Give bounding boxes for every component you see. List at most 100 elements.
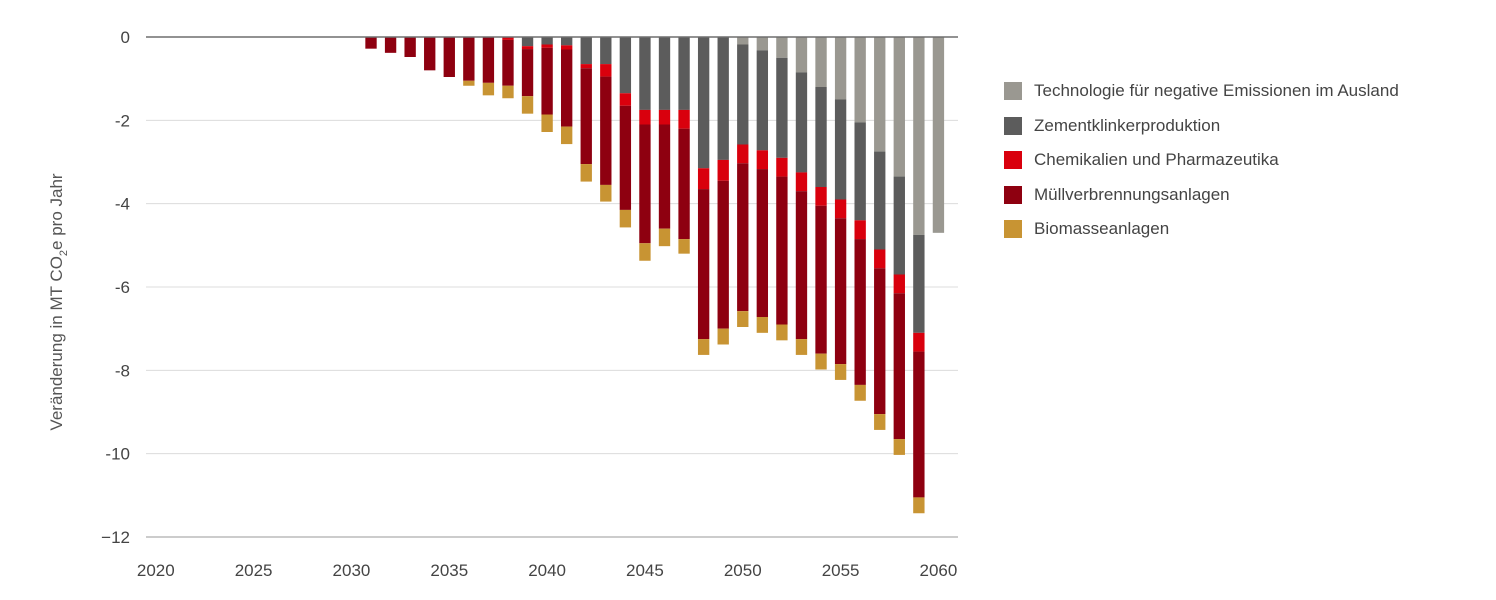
legend-label: Zementklinkerproduktion <box>1034 115 1221 135</box>
bar-segment <box>561 45 573 50</box>
y-tick-label: −12 <box>101 528 130 547</box>
legend-item-waste-incineration: Müllverbrennungsanlagen <box>1004 178 1399 213</box>
bar-segment <box>502 85 514 99</box>
bar-segment <box>541 44 553 48</box>
bar-segment <box>913 37 925 235</box>
y-axis-title: Veränderung in MT CO2e pro Jahr <box>47 173 70 431</box>
legend-label: Chemikalien und Pharmazeutika <box>1034 150 1279 170</box>
bar-segment <box>717 328 729 345</box>
bar-segment <box>658 124 671 229</box>
legend-swatch <box>1004 82 1022 101</box>
bar-segment <box>874 414 886 430</box>
bar-segment <box>580 68 592 165</box>
y-tick-label: -6 <box>115 278 130 297</box>
bar-segment <box>795 172 808 192</box>
bar-segment <box>600 76 612 185</box>
bar-segment <box>756 37 769 51</box>
bar-segment <box>697 168 710 190</box>
bar-segment <box>521 49 534 97</box>
bar-segment <box>541 114 553 132</box>
bar-segment <box>658 109 671 125</box>
bar-segment <box>737 44 749 145</box>
bar-segment <box>776 57 788 158</box>
bar-segment <box>815 37 827 87</box>
bar-segment <box>561 49 573 127</box>
legend-label: Biomasseanlagen <box>1034 219 1170 239</box>
x-tick-label: 2050 <box>724 561 762 580</box>
bar-segment <box>717 37 729 160</box>
bar-segment <box>697 189 710 340</box>
bar-segment <box>874 268 886 415</box>
bar-segment <box>482 82 495 96</box>
bar-segment <box>893 439 905 455</box>
bar-segment <box>756 169 769 317</box>
bar-segment <box>854 220 866 240</box>
bar-segment <box>756 150 769 170</box>
bar-segment <box>874 151 886 250</box>
bar-segment <box>619 209 632 228</box>
bar-segment <box>932 37 945 233</box>
bar-segment <box>561 126 573 145</box>
bar-segment <box>795 37 808 73</box>
legend-swatch <box>1004 116 1022 135</box>
bar-segment <box>776 176 788 325</box>
x-tick-label: 2055 <box>822 561 860 580</box>
y-tick-label: 0 <box>121 28 130 47</box>
bar-segment <box>600 37 612 65</box>
x-axis-ticks: 2020 2025 2030 2035 2040 2045 2050 2055 2060 <box>137 561 957 580</box>
bar-segment <box>834 37 847 100</box>
legend-item-negative-emissions-abroad: Technologie für negative Emissionen im A… <box>1004 74 1399 109</box>
bar-segment <box>854 37 866 123</box>
bar-segment <box>639 37 651 110</box>
bar-segment <box>893 37 905 177</box>
bar-segment <box>834 218 847 365</box>
bar-segment <box>580 164 592 182</box>
bar-segment <box>776 37 788 58</box>
bar-segment <box>834 364 847 380</box>
bar-segment <box>913 351 925 498</box>
bar-segment <box>384 37 397 53</box>
x-tick-label: 2040 <box>528 561 566 580</box>
bar-segment <box>795 72 808 173</box>
legend-swatch <box>1004 151 1022 170</box>
bar-segment <box>580 37 592 65</box>
bar-segment <box>717 159 729 181</box>
bar-segment <box>874 37 886 152</box>
bar-segment <box>541 37 553 45</box>
bar-segment <box>815 187 827 206</box>
bar-segment <box>697 339 710 355</box>
bar-segment <box>893 293 905 440</box>
x-tick-label: 2025 <box>235 561 273 580</box>
bar-segment <box>854 122 866 221</box>
bar-segment <box>561 37 573 46</box>
bar-segment <box>756 50 769 151</box>
bar-segment <box>521 46 534 50</box>
legend-label: Technologie für negative Emissionen im A… <box>1034 81 1399 101</box>
bar-segment <box>834 99 847 200</box>
x-tick-label: 2045 <box>626 561 664 580</box>
bar-segment <box>815 87 827 187</box>
bar-segment <box>678 239 690 254</box>
bar-segment <box>874 249 886 269</box>
bar-segment <box>776 157 788 177</box>
legend-item-chemicals-pharma: Chemikalien und Pharmazeutika <box>1004 143 1399 178</box>
bar-segment <box>658 228 671 247</box>
legend-swatch <box>1004 185 1022 204</box>
bar-segment <box>521 37 534 47</box>
bar-segment <box>834 199 847 219</box>
y-tick-label: -8 <box>115 361 130 380</box>
bar-segment <box>600 184 612 202</box>
x-tick-label: 2060 <box>920 561 958 580</box>
bar-segment <box>463 80 475 86</box>
bar-segment <box>443 37 455 77</box>
bar-segment <box>678 37 690 110</box>
bar-segment <box>424 37 436 71</box>
bar-segment <box>815 353 827 370</box>
legend: Technologie für negative Emissionen im A… <box>1004 74 1399 247</box>
bars <box>365 37 945 514</box>
legend-swatch <box>1004 220 1022 239</box>
bar-segment <box>619 37 632 94</box>
y-axis-ticks: 0 -2 -4 -6 -8 -10 −12 <box>101 28 130 547</box>
bar-segment <box>795 339 808 355</box>
